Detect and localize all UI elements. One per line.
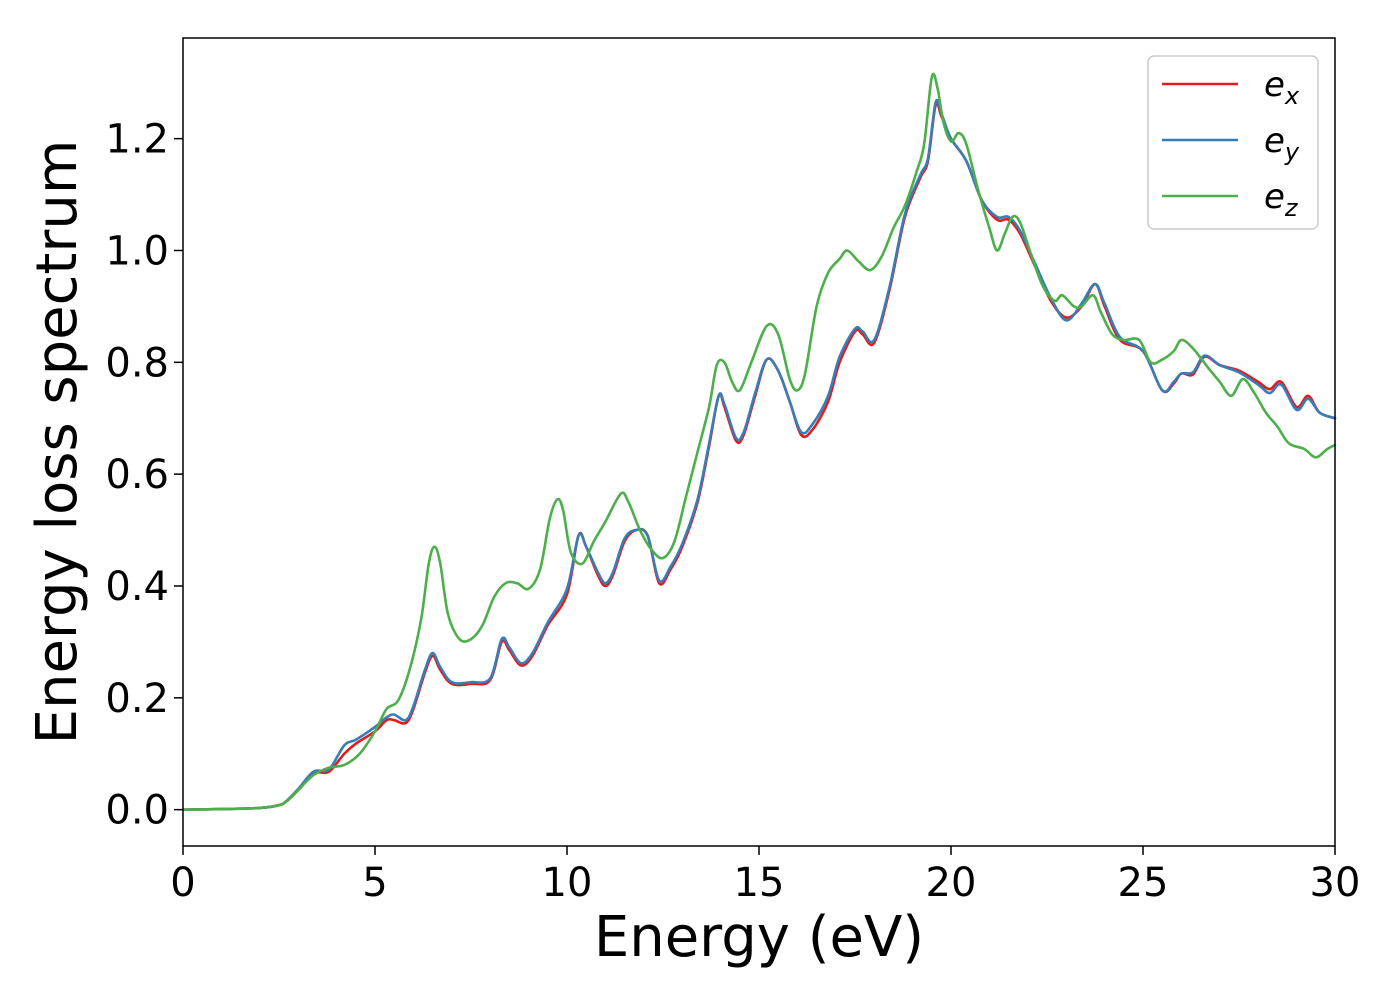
series-line-y <box>181 98 1337 811</box>
x-axis-ticks: 0 5 10 15 20 25 30 <box>170 846 1360 906</box>
y-axis-ticks: 0.0 0.2 0.4 0.6 0.8 1.0 1.2 <box>105 117 183 834</box>
x-tick-label: 5 <box>362 860 387 906</box>
x-tick-label: 15 <box>734 860 785 906</box>
x-tick-label: 0 <box>170 860 195 906</box>
legend-label-z: ez <box>1264 177 1299 222</box>
x-tick-label: 10 <box>542 860 593 906</box>
y-tick-label: 0.6 <box>105 452 169 498</box>
x-axis-label: Energy (eV) <box>594 905 924 970</box>
legend-label-y: ey <box>1264 121 1300 166</box>
x-tick-label: 20 <box>926 860 977 906</box>
y-tick-label: 0.8 <box>105 340 169 386</box>
y-tick-label: 1.2 <box>105 117 169 163</box>
series-line-z <box>181 72 1337 811</box>
x-tick-label: 25 <box>1118 860 1169 906</box>
series-layer <box>181 72 1337 811</box>
y-tick-label: 0.4 <box>105 564 169 610</box>
y-axis-label: Energy loss spectrum <box>25 140 90 745</box>
y-tick-label: 0.2 <box>105 676 169 722</box>
legend-label-x: ex <box>1264 65 1300 110</box>
legend: ex ey ez <box>1147 55 1319 230</box>
legend-box <box>1147 55 1319 230</box>
x-tick-label: 30 <box>1310 860 1361 906</box>
y-tick-label: 1.0 <box>105 228 169 274</box>
y-tick-label: 0.0 <box>105 788 169 834</box>
